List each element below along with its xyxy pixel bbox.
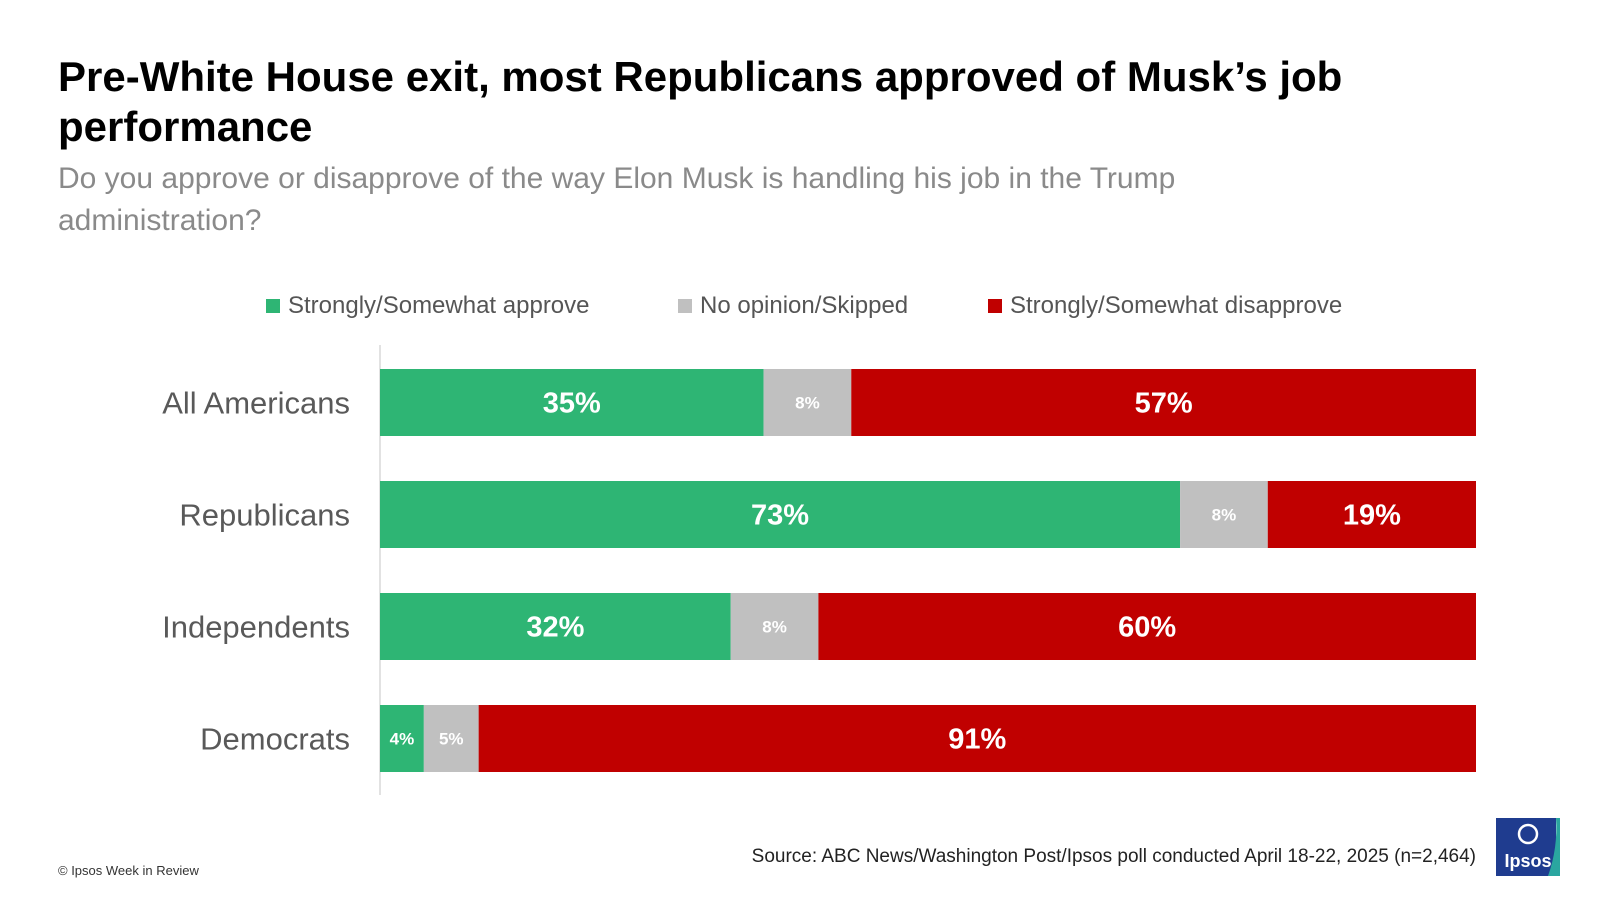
data-label-all-americans-strongly-somewhat-approve: 35% — [543, 388, 601, 420]
data-label-republicans-strongly-somewhat-approve: 73% — [751, 500, 809, 532]
legend-label-no-opinion: No opinion/Skipped — [700, 292, 909, 319]
bar-all-americans-strongly-somewhat-approve — [380, 369, 764, 436]
data-label-democrats-no-opinion-skipped: 5% — [439, 730, 464, 749]
bar-republicans-strongly-somewhat-disapprove — [1267, 481, 1476, 548]
bar-republicans-no-opinion-skipped — [1180, 481, 1268, 548]
ipsos-logo-icon — [1496, 818, 1560, 876]
data-label-democrats-strongly-somewhat-disapprove: 91% — [948, 724, 1006, 756]
data-label-all-americans-no-opinion-skipped: 8% — [795, 394, 820, 413]
bar-all-americans-strongly-somewhat-disapprove — [851, 369, 1476, 436]
legend-label-approve: Strongly/Somewhat approve — [288, 292, 590, 319]
bar-independents-no-opinion-skipped — [730, 593, 819, 660]
logo-background — [1496, 818, 1556, 876]
data-label-republicans-strongly-somewhat-disapprove: 19% — [1343, 500, 1401, 532]
bar-democrats-strongly-somewhat-approve — [380, 705, 424, 772]
bar-all-americans-no-opinion-skipped — [763, 369, 852, 436]
logo-mark — [1517, 823, 1539, 845]
legend-item-disapprove: Strongly/Somewhat disapprove — [988, 292, 1342, 320]
bar-democrats-no-opinion-skipped — [423, 705, 479, 772]
bar-independents-strongly-somewhat-approve — [380, 593, 731, 660]
category-label-all-americans: All Americans — [162, 386, 350, 421]
legend-item-approve: Strongly/Somewhat approve — [266, 292, 590, 320]
legend-swatch-approve — [266, 299, 280, 313]
legend-label-disapprove: Strongly/Somewhat disapprove — [1010, 292, 1343, 319]
bar-republicans-strongly-somewhat-approve — [380, 481, 1181, 548]
category-label-independents: Independents — [162, 610, 350, 645]
ipsos-logo: Ipsos — [1496, 818, 1560, 876]
legend: Strongly/Somewhat approve No opinion/Ski… — [0, 292, 1600, 322]
category-label-democrats: Democrats — [200, 722, 350, 757]
category-label-republicans: Republicans — [179, 498, 350, 533]
data-label-independents-strongly-somewhat-disapprove: 60% — [1118, 612, 1176, 644]
legend-swatch-no-opinion — [678, 299, 692, 313]
chart-subtitle: Do you approve or disapprove of the way … — [58, 162, 1176, 237]
source-note: Source: ABC News/Washington Post/Ipsos p… — [751, 846, 1476, 867]
bar-democrats-strongly-somewhat-disapprove — [478, 705, 1476, 772]
data-label-independents-no-opinion-skipped: 8% — [762, 618, 787, 637]
data-label-republicans-no-opinion-skipped: 8% — [1212, 506, 1237, 525]
legend-swatch-disapprove — [988, 299, 1002, 313]
chart-title: Pre-White House exit, most Republicans a… — [58, 53, 1343, 150]
data-label-independents-strongly-somewhat-approve: 32% — [526, 612, 584, 644]
data-label-democrats-strongly-somewhat-approve: 4% — [390, 730, 415, 749]
legend-item-no-opinion: No opinion/Skipped — [678, 292, 908, 320]
data-label-all-americans-strongly-somewhat-disapprove: 57% — [1135, 388, 1193, 420]
bar-independents-strongly-somewhat-disapprove — [818, 593, 1476, 660]
logo-accent — [1548, 818, 1560, 876]
logo-text: Ipsos — [1504, 851, 1552, 871]
copyright-text: © Ipsos Week in Review — [58, 863, 199, 878]
